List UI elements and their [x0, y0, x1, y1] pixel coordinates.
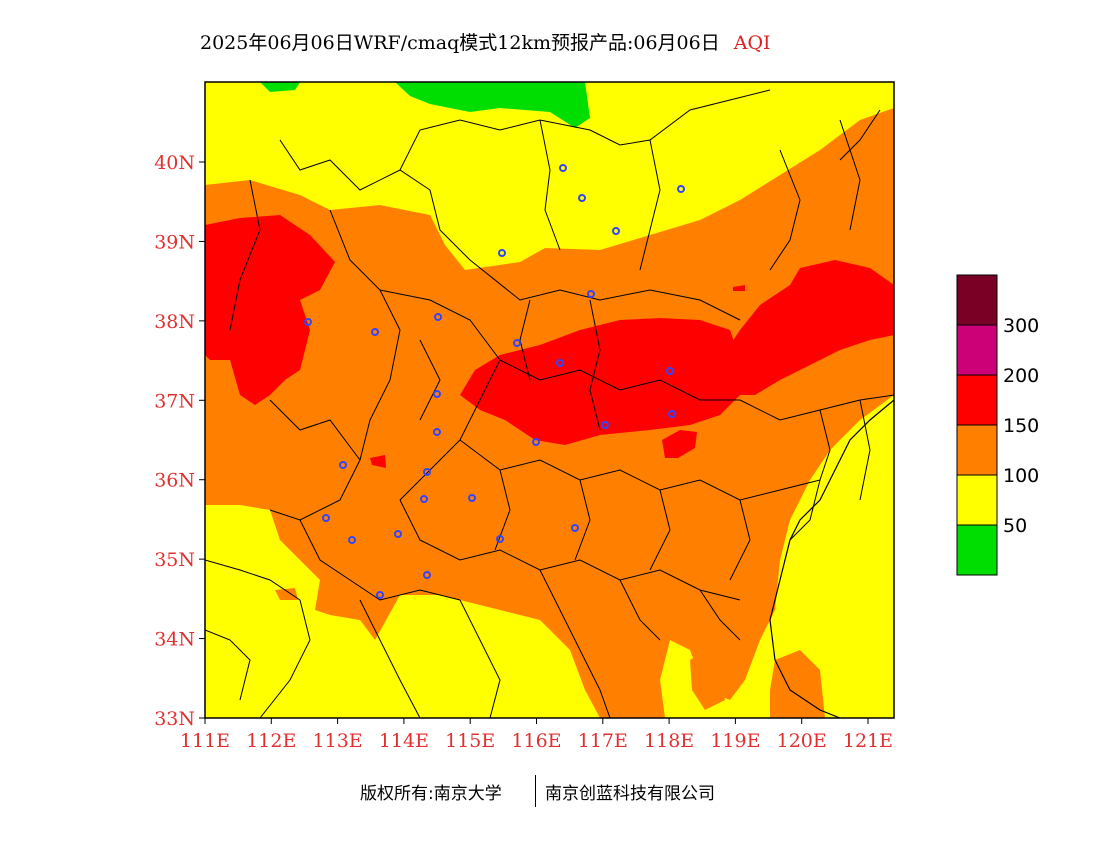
aqi-field	[205, 82, 894, 718]
aqi-region-unhealthy-dot	[370, 455, 386, 468]
city-marker	[433, 390, 441, 398]
company-text: 南京创蓝科技有限公司	[545, 784, 715, 804]
coastline	[769, 399, 894, 718]
city-marker	[322, 514, 330, 522]
city-marker	[339, 461, 347, 469]
city-markers	[304, 164, 685, 599]
lon-tick-label: 116E	[511, 730, 561, 752]
legend-label-300: 300	[1003, 315, 1039, 337]
legend-label-100: 100	[1003, 465, 1039, 487]
lat-tick-label: 40N	[154, 152, 195, 174]
legend-swatch-unhealthy	[956, 374, 998, 426]
lat-tick-label: 35N	[154, 549, 195, 571]
lat-tick-label: 37N	[154, 390, 195, 412]
aqi-region-unhealthy-east	[720, 260, 894, 395]
city-marker	[666, 367, 674, 375]
city-marker	[559, 164, 567, 172]
lon-tick-label: 114E	[379, 730, 429, 752]
city-marker	[376, 591, 384, 599]
city-marker	[612, 227, 620, 235]
city-marker	[556, 359, 564, 367]
city-marker	[532, 438, 540, 446]
lon-tick-label: 118E	[644, 730, 694, 752]
lat-tick-label: 33N	[154, 708, 195, 730]
aqi-region-good-north	[395, 82, 590, 128]
city-marker	[420, 495, 428, 503]
legend-swatch-unhealthy-sensitive	[956, 424, 998, 476]
lon-tick-label: 115E	[445, 730, 495, 752]
latitude-axis: 40N 39N 38N 37N 36N 35N 34N 33N	[154, 152, 205, 730]
footer-divider	[535, 775, 536, 807]
city-marker	[587, 290, 595, 298]
aqi-region-orange-s	[690, 650, 725, 710]
lon-tick-label: 112E	[246, 730, 296, 752]
city-marker	[434, 313, 442, 321]
city-marker	[423, 571, 431, 579]
city-marker	[677, 185, 685, 193]
lon-tick-label: 117E	[578, 730, 628, 752]
map-title-main: 2025年06月06日WRF/cmaq模式12km预报产品:06月06日	[200, 32, 720, 54]
city-marker	[578, 194, 586, 202]
lon-tick-label: 120E	[777, 730, 827, 752]
aqi-region-orange-w	[275, 588, 298, 600]
map-title-product: AQI	[733, 32, 771, 54]
longitude-axis: 111E 112E 113E 114E 115E 116E 117E 118E 119E 120E…	[180, 718, 893, 752]
lat-tick-label: 36N	[154, 470, 195, 492]
legend-swatch-hazardous	[956, 274, 998, 326]
lon-tick-label: 113E	[313, 730, 363, 752]
city-marker	[496, 535, 504, 543]
copyright-text: 版权所有:南京大学	[360, 784, 502, 804]
city-marker	[304, 318, 312, 326]
province-boundaries	[205, 89, 894, 718]
aqi-region-orange-se	[770, 650, 825, 718]
map-title: 2025年06月06日WRF/cmaq模式12km预报产品:06月06日 AQI	[200, 28, 771, 55]
city-marker	[348, 536, 356, 544]
lon-tick-label: 111E	[180, 730, 230, 752]
city-marker	[498, 249, 506, 257]
city-marker	[468, 494, 476, 502]
city-marker	[394, 530, 402, 538]
city-marker	[571, 524, 579, 532]
aqi-legend: 300 200 150 100 50	[956, 274, 1039, 576]
aqi-region-unhealthy-west	[205, 215, 335, 405]
legend-swatch-very-unhealthy	[956, 324, 998, 376]
lat-tick-label: 34N	[154, 629, 195, 651]
lon-tick-label: 119E	[710, 730, 760, 752]
legend-label-200: 200	[1003, 365, 1039, 387]
aqi-region-unhealthy-east-dot	[733, 285, 745, 291]
lon-tick-label: 121E	[843, 730, 893, 752]
city-marker	[513, 339, 521, 347]
lat-tick-label: 38N	[154, 311, 195, 333]
legend-label-50: 50	[1003, 515, 1027, 537]
legend-swatch-good	[956, 524, 998, 576]
city-marker	[601, 421, 609, 429]
aqi-region-good-small	[260, 82, 300, 92]
legend-label-150: 150	[1003, 415, 1039, 437]
city-marker	[433, 428, 441, 436]
city-marker	[423, 468, 431, 476]
legend-swatch-moderate	[956, 474, 998, 526]
aqi-region-unhealthy-small	[662, 430, 697, 458]
lat-tick-label: 39N	[154, 231, 195, 253]
city-marker	[668, 410, 676, 418]
city-marker	[371, 328, 379, 336]
